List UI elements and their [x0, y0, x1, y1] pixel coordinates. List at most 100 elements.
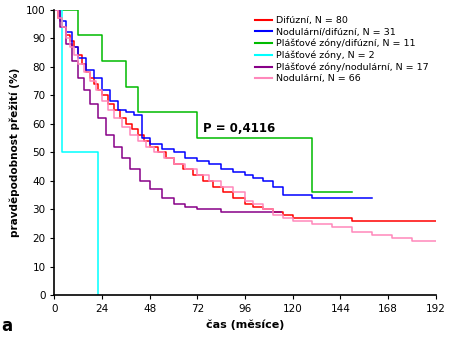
Difúzní, N = 80	[135, 133, 141, 137]
Difúzní, N = 80	[155, 150, 161, 154]
Plášťové zóny/difúzní, N = 11	[266, 136, 272, 140]
Plášťové zóny, N = 2	[60, 150, 65, 154]
Difúzní, N = 80	[52, 7, 57, 11]
Difúzní, N = 80	[163, 156, 168, 160]
Nodulární, N = 66	[280, 216, 285, 220]
Nodulární, N = 66	[72, 53, 77, 57]
Nodulární/difúzní, N = 31	[58, 19, 63, 23]
Plášťové zóny/difúzní, N = 11	[179, 110, 184, 114]
Nodulární, N = 66	[260, 208, 266, 212]
Plášťové zóny/nodulární, N = 17	[64, 42, 69, 46]
Plášťové zóny/difúzní, N = 11	[64, 7, 69, 11]
Plášťové zóny/nodulární, N = 17	[137, 179, 143, 183]
Nodulární/difúzní, N = 31	[280, 193, 285, 197]
Nodulární/difúzní, N = 31	[218, 167, 224, 172]
Difúzní, N = 80	[96, 88, 101, 92]
Plášťové zóny/nodulární, N = 17	[111, 145, 117, 149]
Difúzní, N = 80	[171, 162, 176, 166]
Plášťové zóny/nodulární, N = 17	[52, 7, 57, 11]
Nodulární, N = 66	[310, 222, 315, 226]
Plášťové zóny/nodulární, N = 17	[266, 210, 272, 214]
Nodulární/difúzní, N = 31	[195, 159, 200, 163]
Plášťové zóny/nodulární, N = 17	[218, 210, 224, 214]
Plášťové zóny/nodulární, N = 17	[242, 210, 248, 214]
Difúzní, N = 80	[76, 53, 81, 57]
Plášťové zóny/difúzní, N = 11	[330, 190, 335, 194]
Nodulární, N = 66	[127, 133, 133, 137]
Nodulární, N = 66	[111, 116, 117, 120]
Line: Nodulární/difúzní, N = 31: Nodulární/difúzní, N = 31	[55, 9, 372, 198]
Nodulární, N = 66	[389, 236, 395, 240]
Difúzní, N = 80	[221, 190, 226, 194]
Line: Difúzní, N = 80: Difúzní, N = 80	[55, 9, 436, 221]
Plášťové zóny/nodulární, N = 17	[230, 210, 236, 214]
Nodulární, N = 66	[330, 224, 335, 228]
Plášťové zóny/nodulární, N = 17	[207, 208, 212, 212]
Nodulární, N = 66	[135, 139, 141, 143]
Nodulární, N = 66	[242, 199, 248, 203]
Nodulární/difúzní, N = 31	[340, 196, 345, 200]
Plášťové zóny, N = 2	[60, 7, 65, 11]
Nodulární/difúzní, N = 31	[147, 142, 152, 146]
Nodulární, N = 66	[290, 219, 295, 223]
Plášťové zóny/nodulární, N = 17	[127, 167, 133, 172]
Line: Plášťové zóny/nodulární, N = 17: Plášťové zóny/nodulární, N = 17	[55, 9, 281, 212]
Plášťové zóny/difúzní, N = 11	[350, 190, 355, 194]
Nodulární/difúzní, N = 31	[242, 173, 248, 177]
Plášťové zóny/nodulární, N = 17	[119, 156, 124, 160]
Nodulární/difúzní, N = 31	[115, 108, 121, 112]
Nodulární, N = 66	[207, 179, 212, 183]
Difúzní, N = 80	[250, 205, 256, 209]
Nodulární, N = 66	[52, 7, 57, 11]
Nodulární, N = 66	[250, 202, 256, 206]
Nodulární/difúzní, N = 31	[123, 110, 129, 114]
Nodulární/difúzní, N = 31	[207, 162, 212, 166]
Nodulární/difúzní, N = 31	[83, 67, 89, 71]
Difúzní, N = 80	[280, 213, 285, 217]
Plášťové zóny/difúzní, N = 11	[290, 136, 295, 140]
Plášťové zóny/difúzní, N = 11	[211, 136, 216, 140]
Difúzní, N = 80	[389, 219, 395, 223]
Line: Plášťové zóny, N = 2: Plášťové zóny, N = 2	[55, 9, 98, 295]
Difúzní, N = 80	[60, 25, 65, 29]
Text: a: a	[1, 317, 12, 335]
Nodulární/difúzní, N = 31	[69, 45, 75, 49]
Nodulární, N = 66	[230, 190, 236, 194]
Plášťové zóny/nodulární, N = 17	[159, 196, 164, 200]
Plášťové zóny/difúzní, N = 11	[147, 110, 152, 114]
Nodulární, N = 66	[270, 213, 276, 217]
Text: P = 0,4116: P = 0,4116	[203, 122, 276, 135]
Nodulární, N = 66	[82, 70, 87, 74]
Plášťové zóny/difúzní, N = 11	[135, 110, 141, 114]
Nodulární, N = 66	[106, 108, 111, 112]
Difúzní, N = 80	[141, 139, 147, 143]
Plášťové zóny/nodulární, N = 17	[58, 25, 63, 29]
Difúzní, N = 80	[369, 219, 375, 223]
Nodulární/difúzní, N = 31	[230, 170, 236, 174]
Nodulární, N = 66	[369, 233, 375, 237]
Plášťové zóny/nodulární, N = 17	[183, 205, 188, 209]
Nodulární/difúzní, N = 31	[250, 176, 256, 180]
Difúzní, N = 80	[83, 70, 89, 74]
Nodulární, N = 66	[143, 145, 148, 149]
Difúzní, N = 80	[350, 219, 355, 223]
Nodulární, N = 66	[56, 16, 61, 20]
Difúzní, N = 80	[106, 102, 111, 106]
Plášťové zóny/difúzní, N = 11	[123, 85, 129, 89]
Difúzní, N = 80	[147, 145, 152, 149]
Nodulární, N = 66	[183, 167, 188, 172]
Plášťové zóny/difúzní, N = 11	[111, 59, 117, 63]
Difúzní, N = 80	[242, 202, 248, 206]
Y-axis label: pravděpodobnost přežití (%): pravděpodobnost přežití (%)	[10, 68, 20, 237]
Nodulární, N = 66	[119, 125, 124, 129]
Difúzní, N = 80	[191, 173, 196, 177]
Line: Nodulární, N = 66: Nodulární, N = 66	[55, 9, 436, 241]
Nodulární/difúzní, N = 31	[171, 150, 176, 154]
Plášťové zóny/nodulární, N = 17	[250, 210, 256, 214]
Plášťové zóny/difúzní, N = 11	[52, 7, 57, 11]
Nodulární/difúzní, N = 31	[76, 56, 81, 60]
Nodulární/difúzní, N = 31	[107, 99, 113, 103]
Difúzní, N = 80	[68, 39, 73, 43]
Plášťové zóny/nodulární, N = 17	[82, 88, 87, 92]
Difúzní, N = 80	[123, 122, 129, 126]
